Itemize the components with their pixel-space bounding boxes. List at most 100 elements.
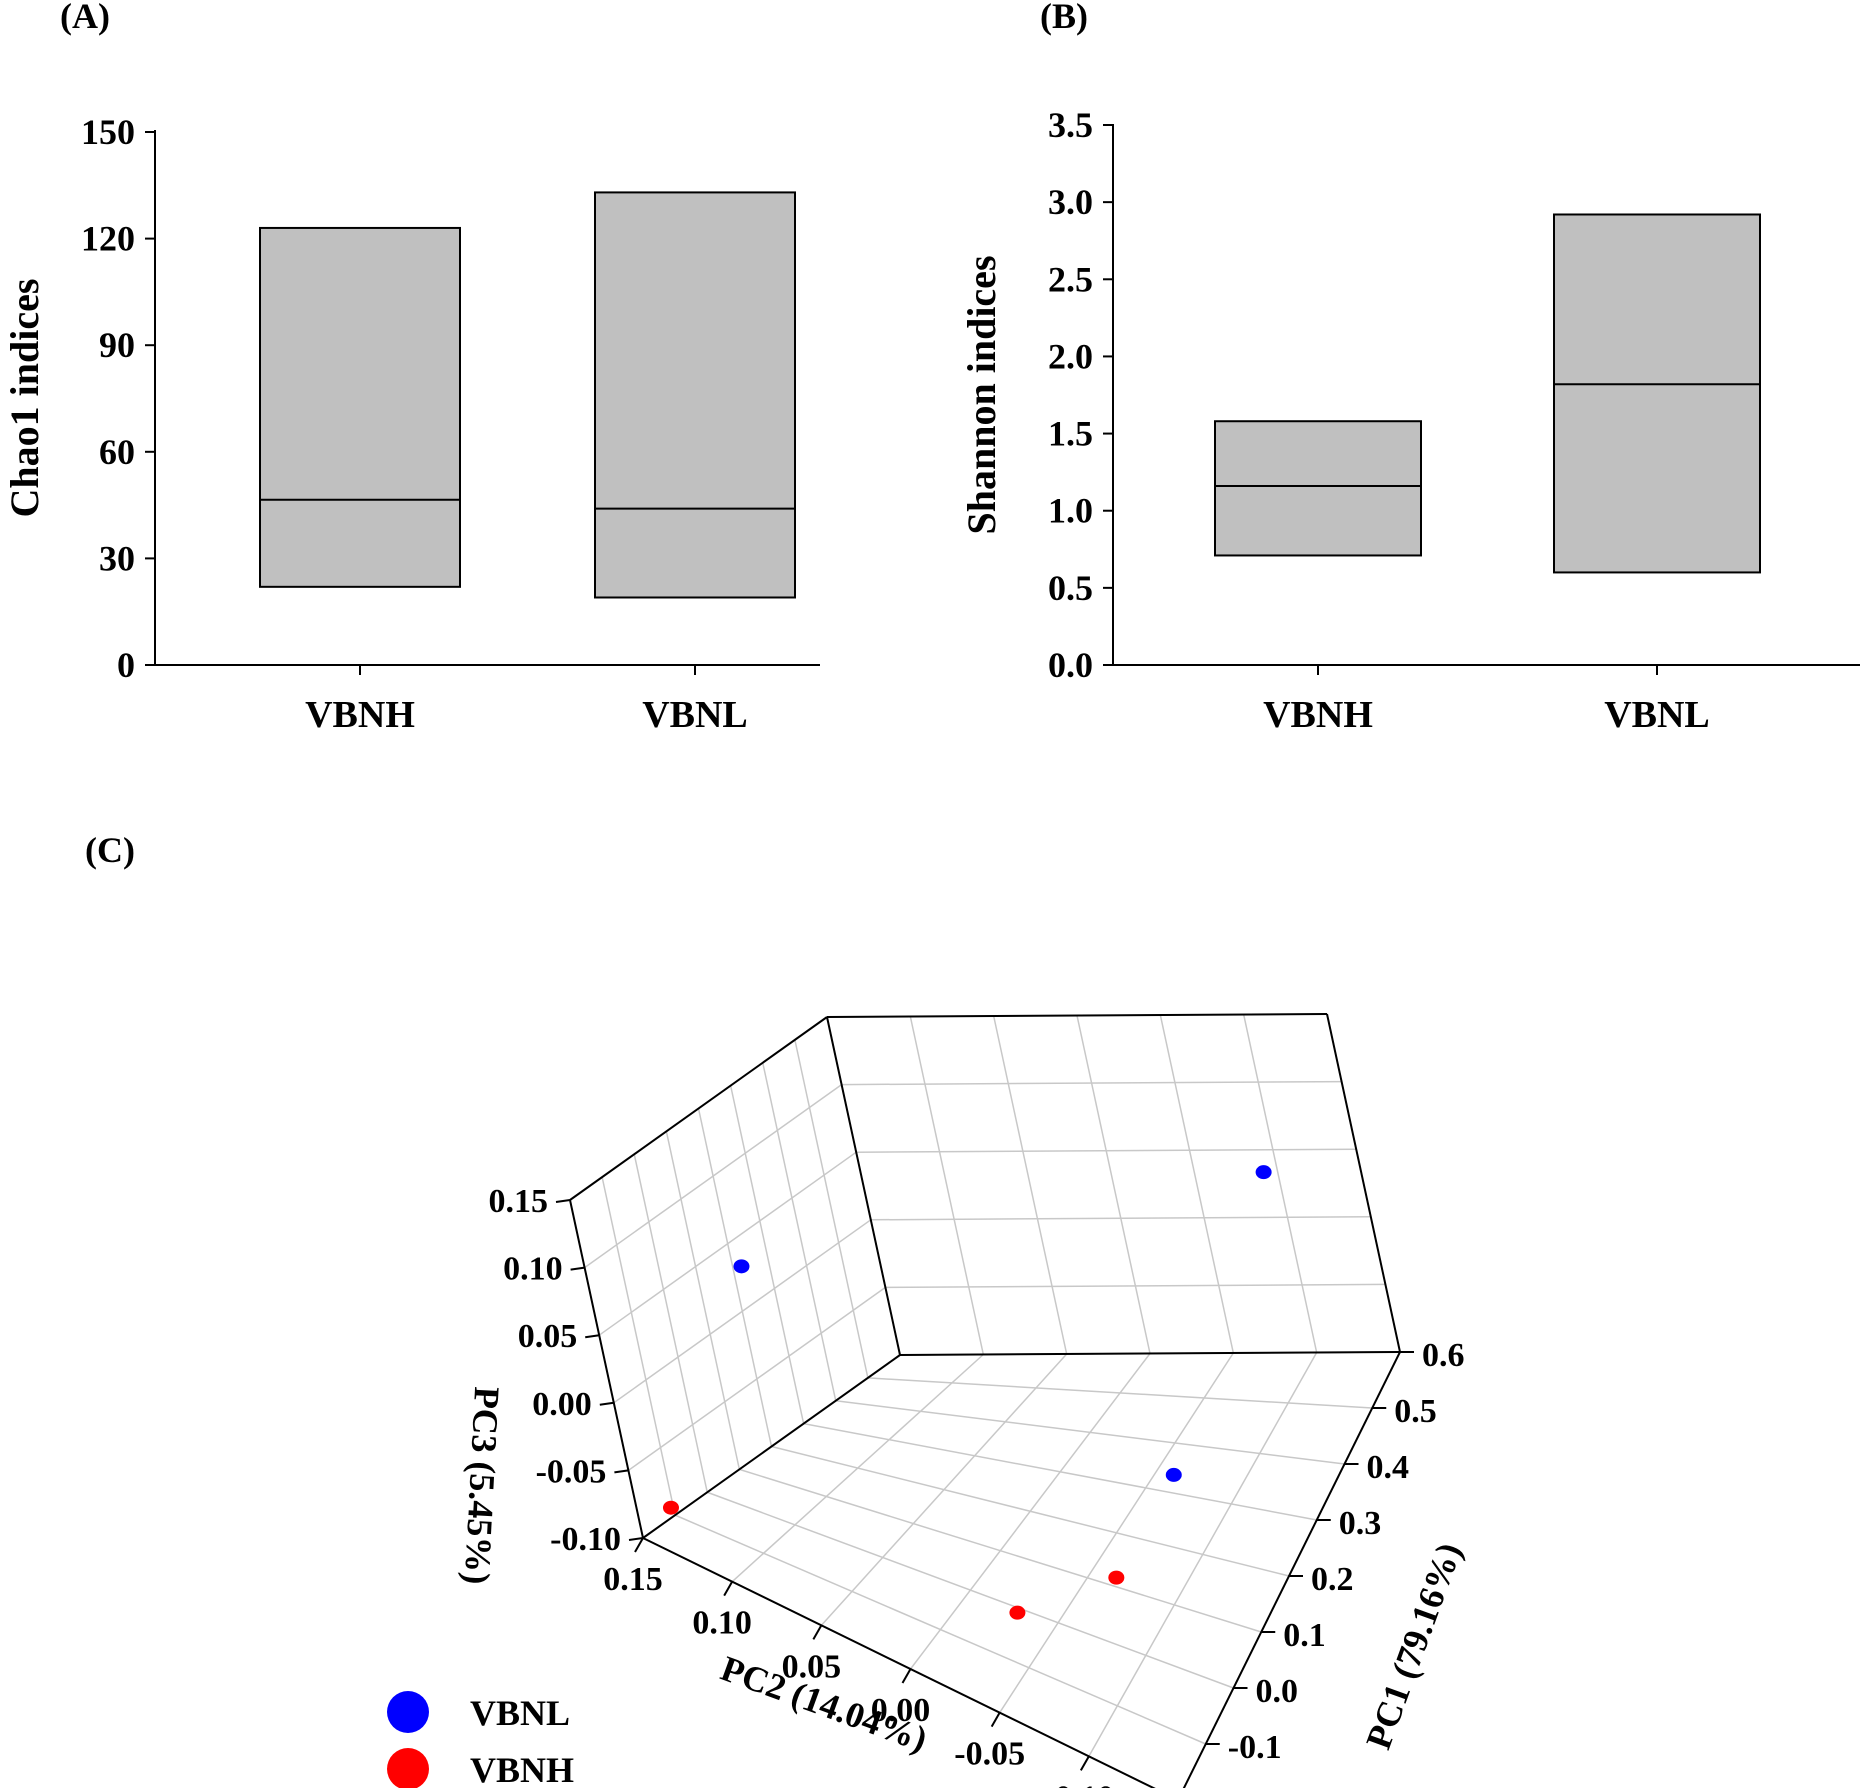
panel-b-label: (B)	[1040, 0, 1088, 36]
panel-a: (A) 0 30 60 90 120 150 VBNH VBNL Chao1 indices	[2, 0, 820, 736]
data-point-vbnh	[1108, 1570, 1125, 1585]
b-y-tick-label: 3.5	[1048, 105, 1093, 145]
pc3-tick-mark	[555, 1199, 571, 1203]
b-y-tick-label: 1.0	[1048, 491, 1093, 531]
b-y-tick-label: 1.5	[1048, 414, 1093, 454]
pc1-tick-label: -0.2	[1200, 1785, 1254, 1788]
panel-b: (B) 0.0 0.5 1.0 1.5 2.0 2.5 3.0 3.5 VBNH VBNL Sh…	[959, 0, 1860, 736]
panel-c-pc3-axis-title: PC3 (5.45%)	[457, 1386, 507, 1586]
pc1-tick-label: 0.0	[1256, 1673, 1299, 1710]
a-y-tick-label: 60	[99, 432, 135, 472]
pc2-tick-label: 0.10	[692, 1605, 752, 1642]
pc3-tick-mark	[585, 1334, 600, 1339]
pc1-tick-label: 0.1	[1283, 1617, 1326, 1654]
panel-c-3d-frame	[569, 1013, 1401, 1788]
panel-c-label: (C)	[85, 830, 135, 870]
a-box-vbnl	[594, 191, 796, 599]
panel-b-y-axis-title: Shannon indices	[959, 255, 1004, 534]
back-wall-grid-line	[841, 1080, 1342, 1086]
pc2-tick-mark	[634, 1537, 644, 1553]
back-wall-grid-line	[992, 1015, 1068, 1355]
floor-grid-line	[909, 1353, 1151, 1670]
pc3-tick-mark	[614, 1469, 629, 1474]
data-point-vbnl	[1255, 1165, 1272, 1180]
b-box-vbnl	[1553, 213, 1761, 574]
data-point-vbnl	[1165, 1467, 1182, 1482]
pc2-tick-mark	[812, 1624, 823, 1640]
left-wall-grid-line	[729, 1085, 805, 1424]
panel-c-3d-grid	[569, 1013, 1401, 1788]
b-y-tick-label: 0.5	[1048, 568, 1093, 608]
a-y-tick-label: 150	[81, 112, 135, 152]
back-wall-grid-line	[909, 1016, 985, 1355]
left-wall-grid-line	[601, 1176, 676, 1516]
frame-edge	[826, 1016, 901, 1356]
frame-edge	[826, 1013, 1328, 1018]
pc1-tick-label: -0.1	[1228, 1729, 1282, 1766]
pc3-tick-mark	[628, 1537, 644, 1541]
back-wall-grid-line	[1159, 1014, 1235, 1354]
panel-a-y-axis-title: Chao1 indices	[2, 279, 47, 518]
frame-edge	[569, 1199, 644, 1539]
frame-edge	[899, 1351, 1401, 1356]
pc2-tick-label: 0.05	[782, 1648, 842, 1685]
floor-grid-line	[731, 1353, 984, 1583]
pc2-tick-label: -0.05	[954, 1736, 1025, 1773]
left-wall-grid-line	[584, 1083, 843, 1269]
b-y-tick-label: 0.0	[1048, 645, 1093, 685]
panel-c-legend: VBNL VBNH	[387, 1691, 574, 1788]
pc3-tick-label: 0.05	[518, 1318, 578, 1355]
data-point-vbnh	[1009, 1605, 1026, 1620]
pc1-tick-label: 0.4	[1367, 1449, 1410, 1486]
pc2-tick-label: 0.00	[871, 1692, 931, 1729]
data-point-vbnl	[733, 1259, 750, 1274]
b-y-tick-label: 2.0	[1048, 336, 1093, 376]
left-wall-grid-line	[697, 1108, 773, 1447]
b-x-tick-label: VBNL	[1604, 694, 1710, 736]
left-wall-grid-line	[665, 1131, 741, 1470]
left-wall-grid-line	[633, 1154, 708, 1493]
left-wall-grid-line	[613, 1219, 872, 1404]
pc1-tick-label: 0.3	[1339, 1505, 1382, 1542]
floor-grid-line	[820, 1353, 1068, 1626]
back-wall-grid-line	[856, 1148, 1357, 1153]
back-wall-grid-line	[1242, 1014, 1318, 1353]
legend-marker-vbnh	[387, 1748, 429, 1788]
pc2-tick-mark	[901, 1668, 912, 1684]
frame-edge	[569, 1016, 828, 1201]
pc2-tick-label: 0.15	[603, 1561, 663, 1598]
left-wall-grid-line	[598, 1151, 857, 1336]
a-y-tick-label: 0	[117, 645, 135, 685]
legend-marker-vbnl	[387, 1691, 429, 1733]
back-wall-grid-line	[870, 1216, 1371, 1221]
b-y-tick-label: 3.0	[1048, 182, 1093, 222]
pc3-tick-label: -0.10	[550, 1521, 621, 1558]
panel-c: (C) 0.150.100.050.00-0.05-0.100.150.100.…	[85, 830, 1469, 1788]
pc2-tick-mark	[990, 1712, 1001, 1728]
pc3-tick-label: 0.10	[503, 1251, 563, 1288]
a-x-tick-label: VBNH	[305, 694, 415, 736]
pc3-tick-mark	[599, 1401, 614, 1406]
pc3-tick-label: 0.15	[489, 1183, 549, 1220]
a-y-tick-label: 90	[99, 325, 135, 365]
left-wall-grid-line	[762, 1062, 837, 1401]
b-box-vbnh	[1214, 420, 1422, 557]
back-wall-grid-line	[1076, 1015, 1151, 1354]
left-wall-grid-line	[794, 1039, 869, 1379]
pc3-tick-mark	[570, 1266, 585, 1271]
left-wall-grid-line	[627, 1286, 886, 1472]
panel-c-pc1-axis-title: PC1 (79.16%)	[1358, 1538, 1469, 1755]
b-y-tick-label: 2.5	[1048, 259, 1093, 299]
pc2-tick-mark	[1079, 1755, 1090, 1771]
panel-a-label: (A)	[60, 0, 110, 36]
floor-grid-line	[999, 1352, 1234, 1714]
b-x-tick-label: VBNH	[1263, 694, 1373, 736]
frame-edge	[642, 1354, 901, 1539]
a-box-vbnh	[259, 226, 461, 588]
legend-label-vbnh: VBNH	[470, 1750, 574, 1788]
pc3-tick-label: 0.00	[532, 1386, 592, 1423]
pc2-tick-label: -0.10	[1043, 1779, 1114, 1788]
pc1-tick-label: 0.6	[1422, 1337, 1465, 1374]
pc3-tick-label: -0.05	[536, 1453, 607, 1490]
